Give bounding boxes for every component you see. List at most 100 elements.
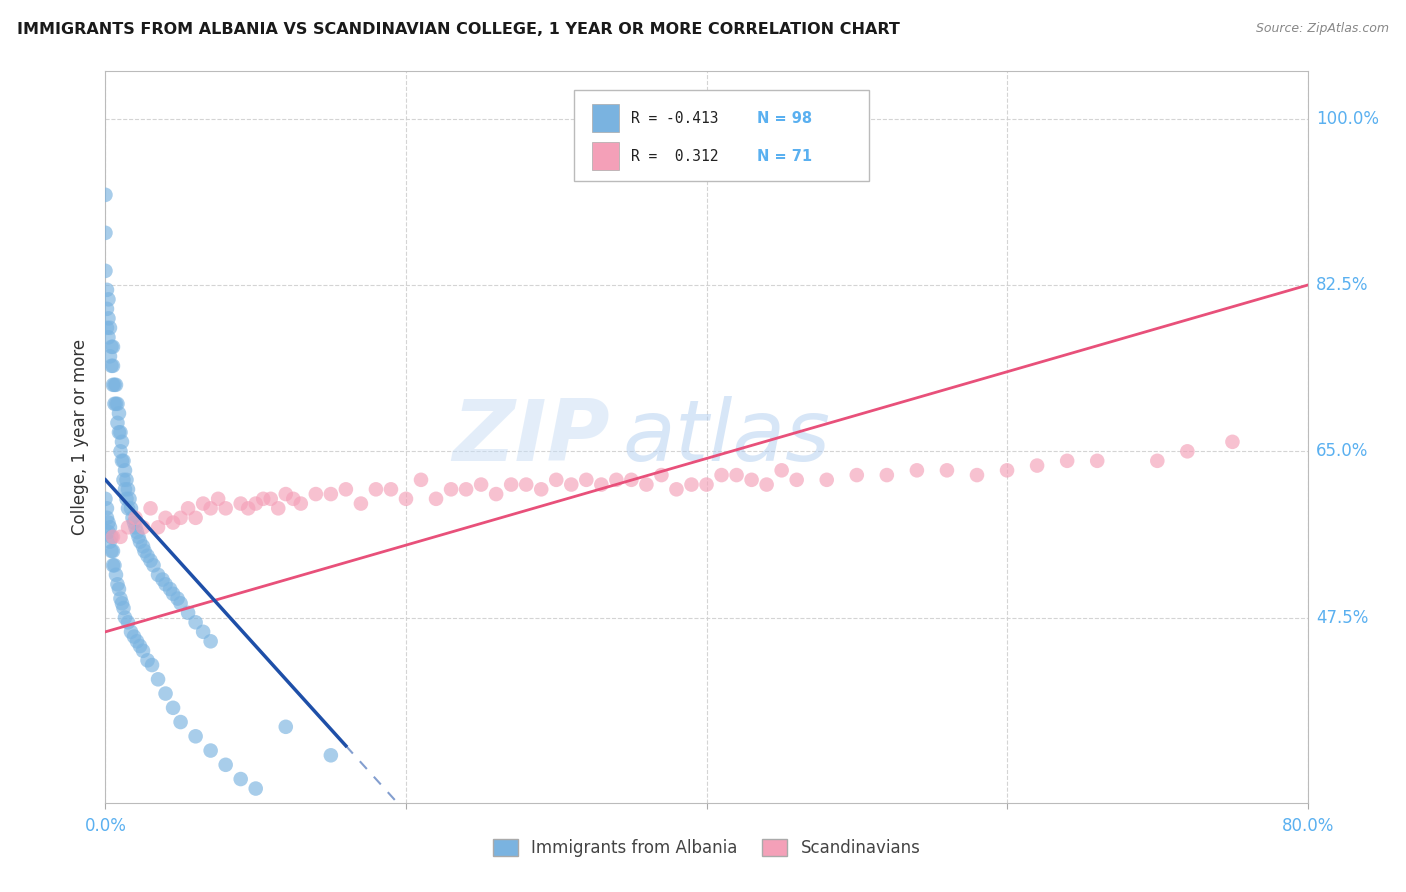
- Point: [98, 349, 121, 363]
- Text: N = 98: N = 98: [756, 111, 813, 126]
- Point: [162, 516, 184, 530]
- Point: [200, 634, 222, 648]
- Point: [97, 516, 120, 530]
- Point: [141, 658, 163, 673]
- Point: [755, 477, 778, 491]
- Point: [229, 497, 252, 511]
- Point: [128, 530, 150, 544]
- Point: [152, 573, 174, 587]
- Point: [97, 330, 120, 344]
- Point: [177, 501, 200, 516]
- Point: [124, 520, 146, 534]
- Point: [229, 772, 252, 786]
- Point: [100, 359, 122, 373]
- Point: [139, 501, 162, 516]
- Point: [319, 748, 342, 763]
- Point: [1146, 454, 1168, 468]
- Point: [125, 524, 148, 539]
- Point: [364, 483, 387, 497]
- Point: [110, 425, 132, 440]
- Point: [876, 468, 898, 483]
- Point: [710, 468, 733, 483]
- Point: [104, 377, 127, 392]
- Point: [283, 491, 305, 506]
- Point: [142, 558, 165, 573]
- Point: [103, 558, 125, 573]
- Point: [177, 606, 200, 620]
- Point: [120, 501, 142, 516]
- Point: [238, 501, 260, 516]
- Point: [905, 463, 928, 477]
- Point: [94, 226, 117, 240]
- Text: atlas: atlas: [623, 395, 831, 479]
- Point: [124, 511, 146, 525]
- Point: [214, 501, 236, 516]
- Point: [97, 293, 120, 307]
- Text: ZIP: ZIP: [453, 395, 610, 479]
- Point: [274, 487, 297, 501]
- Point: [380, 483, 402, 497]
- Point: [786, 473, 808, 487]
- Point: [100, 544, 122, 558]
- Point: [101, 340, 124, 354]
- Point: [184, 729, 207, 743]
- Point: [162, 587, 184, 601]
- Text: 65.0%: 65.0%: [1316, 442, 1368, 460]
- Point: [162, 701, 184, 715]
- Point: [97, 524, 120, 539]
- FancyBboxPatch shape: [574, 90, 869, 181]
- Point: [132, 520, 155, 534]
- Point: [1085, 454, 1108, 468]
- Point: [146, 520, 169, 534]
- Point: [501, 477, 523, 491]
- Text: 80.0%: 80.0%: [1281, 816, 1334, 835]
- Point: [110, 530, 132, 544]
- Text: Source: ZipAtlas.com: Source: ZipAtlas.com: [1256, 22, 1389, 36]
- Point: [117, 520, 139, 534]
- Point: [485, 487, 508, 501]
- Point: [1222, 434, 1244, 449]
- Point: [395, 491, 418, 506]
- Text: 100.0%: 100.0%: [1316, 110, 1379, 128]
- Point: [335, 483, 357, 497]
- Point: [114, 610, 136, 624]
- Point: [101, 377, 124, 392]
- Point: [725, 468, 748, 483]
- Point: [966, 468, 988, 483]
- Point: [111, 596, 134, 610]
- Text: 0.0%: 0.0%: [84, 816, 127, 835]
- Point: [636, 477, 658, 491]
- Point: [136, 653, 159, 667]
- Point: [620, 473, 643, 487]
- Point: [560, 477, 582, 491]
- Point: [274, 720, 297, 734]
- Point: [146, 567, 169, 582]
- Point: [159, 582, 181, 596]
- Point: [169, 596, 191, 610]
- Point: [108, 425, 131, 440]
- Point: [200, 501, 222, 516]
- Point: [166, 591, 188, 606]
- Point: [515, 477, 537, 491]
- Point: [169, 511, 191, 525]
- Point: [207, 491, 229, 506]
- Point: [98, 520, 121, 534]
- Point: [425, 491, 447, 506]
- Point: [741, 473, 763, 487]
- Point: [129, 534, 152, 549]
- Point: [101, 544, 124, 558]
- Point: [97, 311, 120, 326]
- Point: [100, 340, 122, 354]
- Point: [107, 397, 129, 411]
- Text: IMMIGRANTS FROM ALBANIA VS SCANDINAVIAN COLLEGE, 1 YEAR OR MORE CORRELATION CHAR: IMMIGRANTS FROM ALBANIA VS SCANDINAVIAN …: [17, 22, 900, 37]
- Point: [96, 511, 118, 525]
- Point: [115, 491, 138, 506]
- Point: [696, 477, 718, 491]
- Point: [118, 491, 141, 506]
- Point: [104, 567, 127, 582]
- Point: [936, 463, 959, 477]
- Y-axis label: College, 1 year or more: College, 1 year or more: [72, 339, 90, 535]
- Point: [1026, 458, 1049, 473]
- Point: [120, 624, 142, 639]
- Point: [409, 473, 432, 487]
